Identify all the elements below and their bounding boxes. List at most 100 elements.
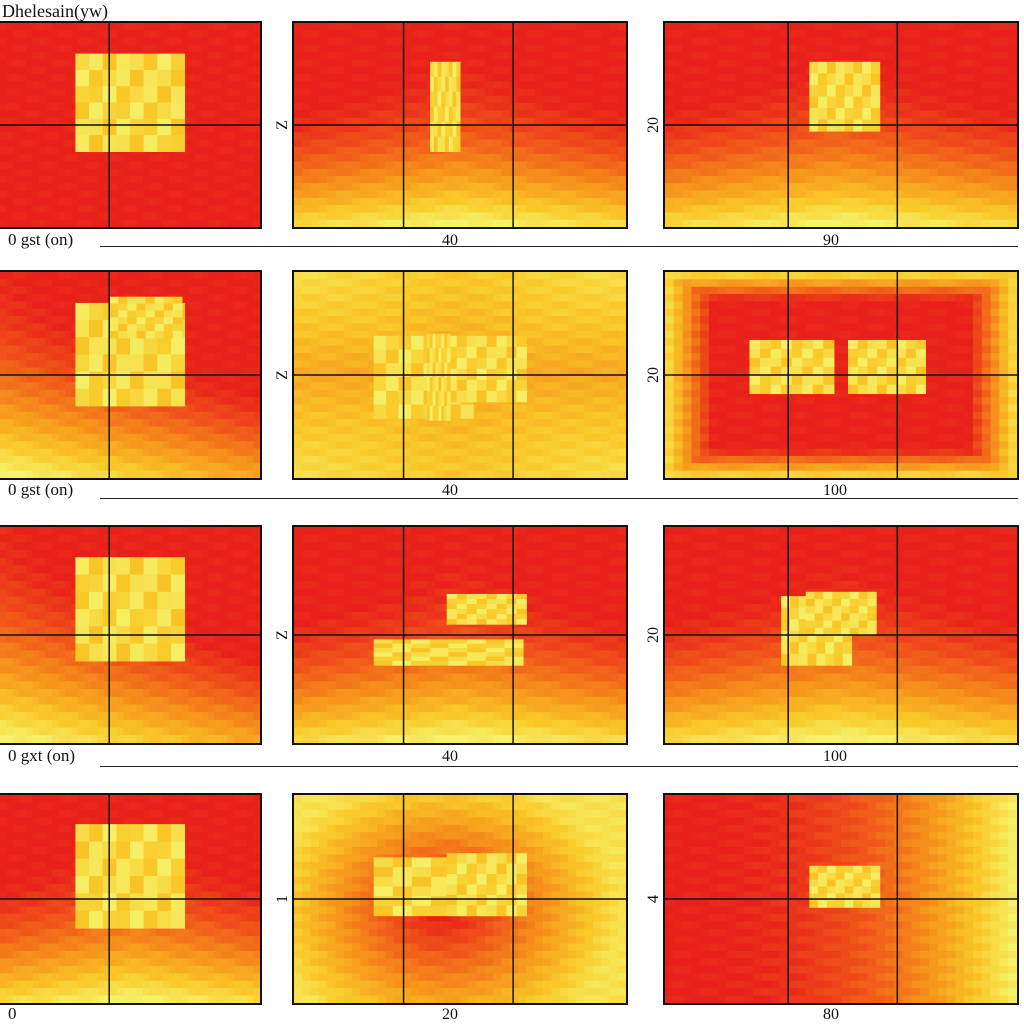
heatmap-cell <box>201 88 209 97</box>
heatmap-cell <box>744 146 754 155</box>
heatmap-cell <box>310 205 320 214</box>
heatmap-cell <box>214 212 222 221</box>
heatmap-cell <box>19 81 27 90</box>
heatmap-cell <box>39 146 47 155</box>
heatmap-cell <box>52 338 60 347</box>
hot-cell <box>116 135 131 153</box>
heatmap-cell <box>182 219 190 227</box>
heatmap-cell <box>576 66 586 75</box>
heatmap-cell <box>493 125 503 133</box>
heatmap-cell <box>770 59 780 68</box>
heatmap-cell <box>0 23 8 31</box>
hot-cell <box>109 310 119 318</box>
heatmap-cell <box>377 37 386 46</box>
heatmap-cell <box>352 183 361 192</box>
heatmap-cell <box>770 44 780 53</box>
heatmap-cell <box>964 44 974 53</box>
heatmap-cell <box>673 44 684 53</box>
heatmap-cell <box>201 154 209 163</box>
heatmap-cell <box>700 66 710 75</box>
heatmap-cell <box>973 197 983 206</box>
heatmap-cell <box>188 110 196 119</box>
heatmap-cell <box>45 455 53 464</box>
heatmap-cell <box>885 95 895 104</box>
heatmap-cell <box>435 272 444 280</box>
heatmap-cell <box>13 316 21 325</box>
heatmap-cell <box>97 294 105 303</box>
heatmap-cell <box>234 308 242 317</box>
heatmap-cell <box>753 125 763 133</box>
heatmap-cell <box>964 146 974 155</box>
heatmap-cell <box>91 205 99 214</box>
heatmap-cell <box>518 66 527 75</box>
heatmap-cell <box>526 52 536 61</box>
heatmap-cell <box>162 411 170 420</box>
heatmap-cell <box>247 433 255 442</box>
heatmap-cell <box>551 37 561 46</box>
heatmap-cell <box>893 59 904 68</box>
heatmap-cell <box>39 212 47 221</box>
heatmap-cell <box>518 37 527 46</box>
heatmap-cell <box>484 125 494 133</box>
heatmap-cell <box>208 316 216 325</box>
heatmap-cell <box>709 132 719 141</box>
heatmap-cell <box>534 301 544 310</box>
heatmap-cell <box>39 197 47 206</box>
heatmap-cell <box>19 183 27 192</box>
heatmap-cell <box>937 23 948 31</box>
heatmap-cell <box>468 44 478 53</box>
heatmap-cell <box>814 146 824 155</box>
heatmap-cell <box>823 197 833 206</box>
heatmap-cell <box>443 176 453 184</box>
heatmap-cell <box>221 338 229 347</box>
heatmap-cell <box>929 190 939 199</box>
heatmap-image <box>294 272 626 478</box>
heatmap-cell <box>418 132 428 141</box>
heatmap-cell <box>368 176 378 184</box>
heatmap-cell <box>682 176 692 184</box>
heatmap-cell <box>149 470 157 478</box>
heatmap-cell <box>214 23 222 31</box>
heatmap-cell <box>484 197 494 206</box>
heatmap-cell <box>567 88 577 97</box>
heatmap-cell <box>946 74 956 82</box>
heatmap-cell <box>195 161 203 170</box>
heatmap-cell <box>964 66 974 75</box>
heatmap-cell <box>368 279 378 288</box>
heatmap-cell <box>518 117 527 126</box>
heatmap-cell <box>805 146 816 155</box>
heatmap-cell <box>761 103 772 112</box>
heatmap-cell <box>302 103 312 112</box>
heatmap-cell <box>182 411 190 420</box>
heatmap-cell <box>214 66 222 75</box>
heatmap-cell <box>343 117 353 126</box>
heatmap-cell <box>617 272 626 280</box>
heatmap-cell <box>136 272 144 280</box>
heatmap-cell <box>717 52 728 61</box>
heatmap-cell <box>45 382 53 391</box>
heatmap-cell <box>867 219 877 227</box>
heatmap-cell <box>823 139 833 148</box>
heatmap-cell <box>385 294 395 303</box>
heatmap-cell <box>97 161 105 170</box>
heatmap-cell <box>717 23 728 31</box>
heatmap-cell <box>214 168 222 177</box>
heatmap-cell <box>717 190 728 199</box>
heatmap-cell <box>13 74 21 82</box>
heatmap-cell <box>567 190 577 199</box>
heatmap-cell <box>426 272 436 280</box>
heatmap-cell <box>468 30 478 39</box>
heatmap-cell <box>201 411 209 420</box>
heatmap-cell <box>476 59 486 68</box>
heatmap-panel-r1-c2 <box>292 21 628 229</box>
heatmap-cell <box>45 95 53 104</box>
heatmap-cell <box>999 74 1009 82</box>
heatmap-cell <box>526 110 536 119</box>
heatmap-cell <box>97 37 105 46</box>
heatmap-cell <box>700 74 710 82</box>
heatmap-cell <box>543 81 552 90</box>
heatmap-cell <box>247 95 255 104</box>
heatmap-cell <box>476 117 486 126</box>
heatmap-cell <box>39 404 47 413</box>
hot-cell <box>130 118 145 136</box>
